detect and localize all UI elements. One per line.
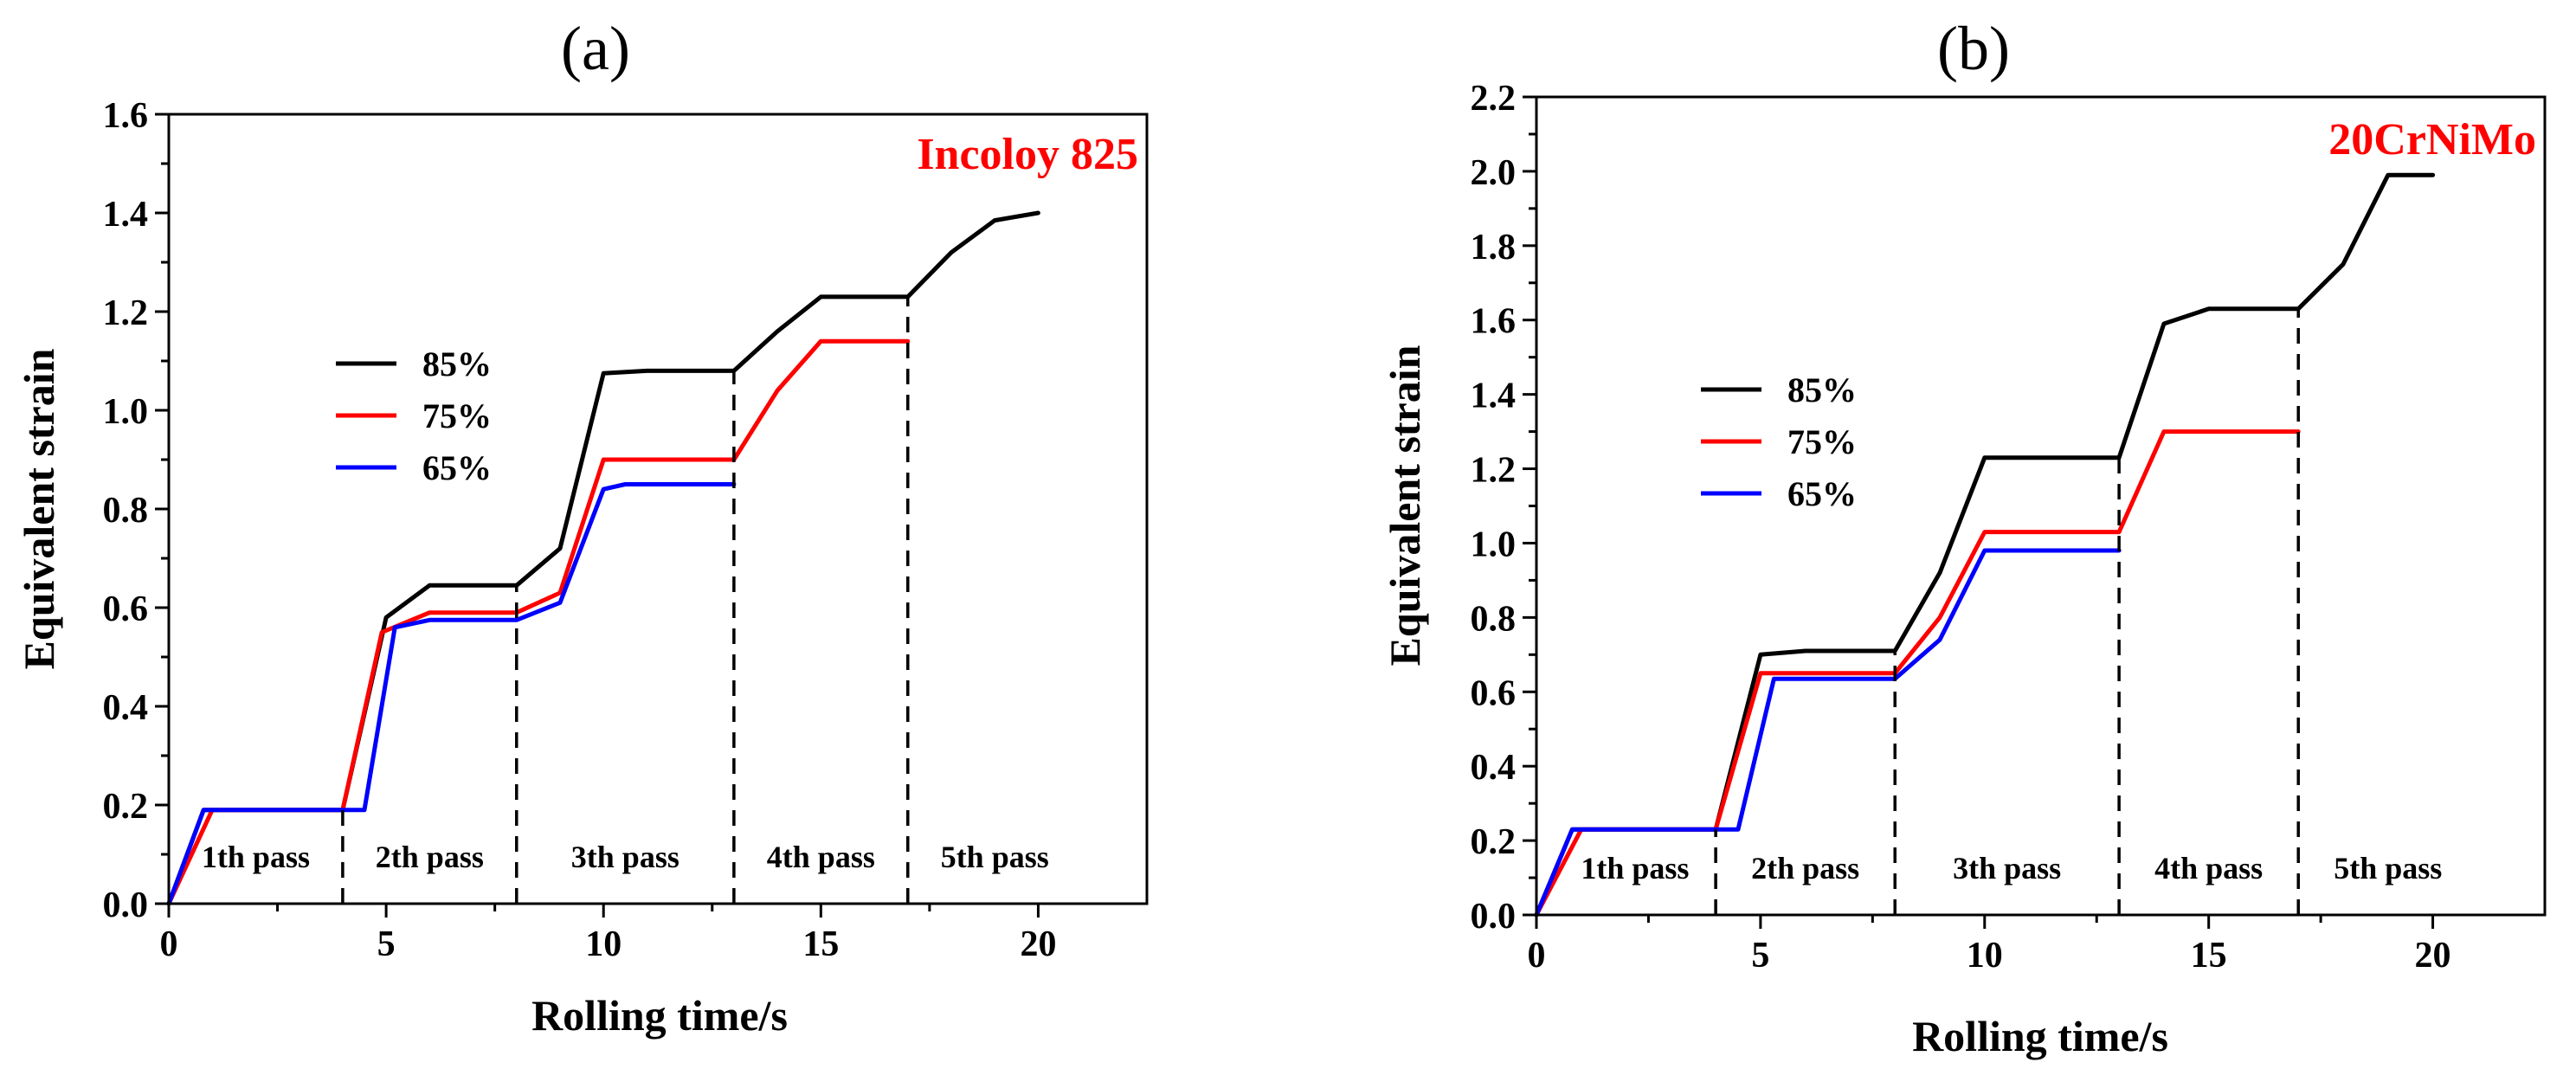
y-tick-label: 1.2: [103, 293, 149, 333]
series-line-75pct: [1534, 429, 2301, 918]
legend-label: 65%: [1787, 474, 1857, 513]
pass-label-3: 3th pass: [571, 840, 679, 874]
legend-label: 75%: [422, 396, 492, 435]
y-tick-label: 0.8: [103, 491, 149, 531]
pass-label-1: 1th pass: [202, 840, 310, 874]
axes-frame: [167, 113, 1149, 905]
pass-label-5: 5th pass: [941, 840, 1049, 874]
legend: 85% 75% 65%: [1701, 370, 1857, 513]
axis-tick-labels: 0 5 10 15 20 0.0 0.2 0.4 0.6 0.8 1.0 1.2 1.4 1.6: [103, 96, 1057, 964]
y-tick-label: 1.6: [103, 96, 149, 136]
y-tick-label: 1.2: [1471, 451, 1517, 491]
y-tick-label: 2.2: [1471, 79, 1517, 119]
y-tick-label: 0.4: [103, 688, 149, 728]
legend-label: 75%: [1787, 422, 1857, 461]
chart-panel-a: (a) 0 5 10 15 200.00.20.40.60.81.01.21.41.6 …: [15, 14, 1149, 1040]
x-tick-label: 5: [377, 924, 396, 964]
pass-label-1: 1th pass: [1581, 851, 1689, 885]
legend-label: 85%: [1787, 370, 1857, 409]
legend-label: 85%: [422, 345, 492, 383]
x-axis-title: Rolling time/s: [531, 991, 788, 1040]
pass-label-3: 3th pass: [1953, 851, 2061, 885]
series-line-65pct: [1534, 548, 2122, 918]
legend-item: 75%: [1701, 422, 1857, 461]
material-annotation: Incoloy 825: [917, 130, 1138, 179]
y-tick-label: 0.6: [103, 589, 149, 629]
series-lines: [166, 210, 1040, 906]
axis-ticks: [1523, 95, 2435, 929]
plot-area: [166, 210, 1040, 906]
pass-label-4: 4th pass: [767, 840, 875, 874]
y-tick-label: 0.0: [103, 885, 149, 925]
x-tick-label: 0: [1528, 936, 1546, 976]
pass-labels: 1th pass 2th pass 3th pass 4th pass 5th pass: [1581, 851, 2442, 885]
y-tick-label: 0.8: [1471, 599, 1517, 639]
axis-ticks: [155, 113, 1040, 918]
legend-item: 85%: [336, 345, 492, 383]
x-tick-label: 15: [802, 924, 839, 964]
x-tick-label: 15: [2191, 936, 2227, 976]
y-axis-title: Equivalent strain: [15, 348, 63, 669]
series-line-75pct: [166, 338, 911, 906]
pass-label-2: 2th pass: [1751, 851, 1859, 885]
y-tick-label: 0.4: [1471, 748, 1517, 788]
y-tick-label: 0.0: [1471, 897, 1517, 937]
axis-tick-labels: 0 5 10 15 20 0.0 0.2 0.4 0.6 0.8 1.0 1.2 1.4 1.6 1.8 2.…: [1471, 79, 2451, 976]
y-tick-label: 1.6: [1471, 302, 1517, 342]
pass-labels: 1th pass 2th pass 3th pass 4th pass 5th pass: [202, 840, 1049, 874]
plot-area: [1534, 172, 2436, 918]
panel-label: (a): [561, 14, 630, 83]
x-tick-label: 20: [2415, 936, 2451, 976]
chart-panel-b: (b) 0 5 10 15 20 0.0 0.2 0.4 0.6 0.8 1.0 1.2 1.4 1.6 1…: [1381, 14, 2547, 1060]
panel-label: (b): [1937, 14, 2010, 83]
pass-boundary-lines: [1714, 308, 2300, 915]
pass-label-4: 4th pass: [2154, 851, 2263, 885]
legend-label: 65%: [422, 448, 492, 487]
x-tick-label: 10: [585, 924, 621, 964]
material-annotation: 20CrNiMo: [2328, 115, 2536, 164]
pass-label-2: 2th pass: [376, 840, 484, 874]
series-lines: [1534, 172, 2436, 918]
y-tick-label: 0.6: [1471, 673, 1517, 713]
y-tick-label: 1.8: [1471, 228, 1517, 267]
x-tick-label: 10: [1967, 936, 2003, 976]
legend-item: 65%: [1701, 474, 1857, 513]
legend-item: 85%: [1701, 370, 1857, 409]
y-tick-label: 0.2: [1471, 822, 1517, 862]
pass-boundary-lines: [341, 296, 910, 904]
x-axis-title: Rolling time/s: [1912, 1012, 2168, 1060]
y-tick-label: 0.2: [103, 787, 149, 827]
y-tick-label: 1.0: [1471, 525, 1517, 564]
x-tick-label: 0: [160, 924, 178, 964]
y-axis-title: Equivalent strain: [1381, 345, 1429, 666]
pass-label-5: 5th pass: [2334, 851, 2442, 885]
y-tick-label: 1.4: [1471, 377, 1517, 416]
series-line-85pct: [1534, 172, 2436, 918]
legend: 85% 75% 65%: [336, 345, 492, 487]
legend-item: 75%: [336, 396, 492, 435]
series-line-65pct: [166, 482, 737, 906]
x-tick-label: 5: [1751, 936, 1769, 976]
legend-item: 65%: [336, 448, 492, 487]
y-tick-label: 2.0: [1471, 153, 1517, 193]
y-tick-label: 1.0: [103, 392, 149, 432]
x-tick-label: 20: [1020, 924, 1056, 964]
y-tick-label: 1.4: [103, 195, 149, 235]
axes-frame: [1535, 95, 2547, 917]
